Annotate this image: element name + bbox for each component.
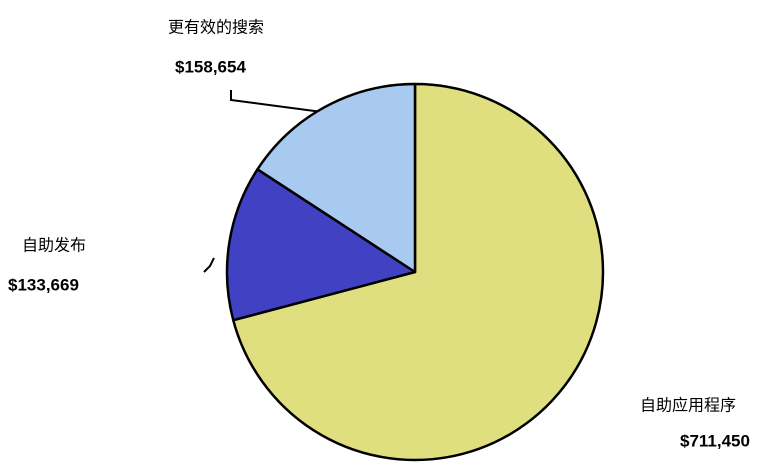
slice-value-label: $711,450 <box>680 431 750 450</box>
slice-label: 自助发布 <box>22 236 86 255</box>
pie-slice <box>225 168 417 322</box>
slice-label: 自助应用程序 <box>640 396 736 415</box>
pie-slice <box>232 82 605 462</box>
slice-label: 更有效的搜索 <box>168 18 264 37</box>
slice-value-label: $133,669 <box>8 275 79 294</box>
leader-line <box>203 257 215 273</box>
pie-slice <box>256 82 417 274</box>
slice-value-label: $158,654 <box>175 57 246 76</box>
leader-line <box>230 90 323 113</box>
